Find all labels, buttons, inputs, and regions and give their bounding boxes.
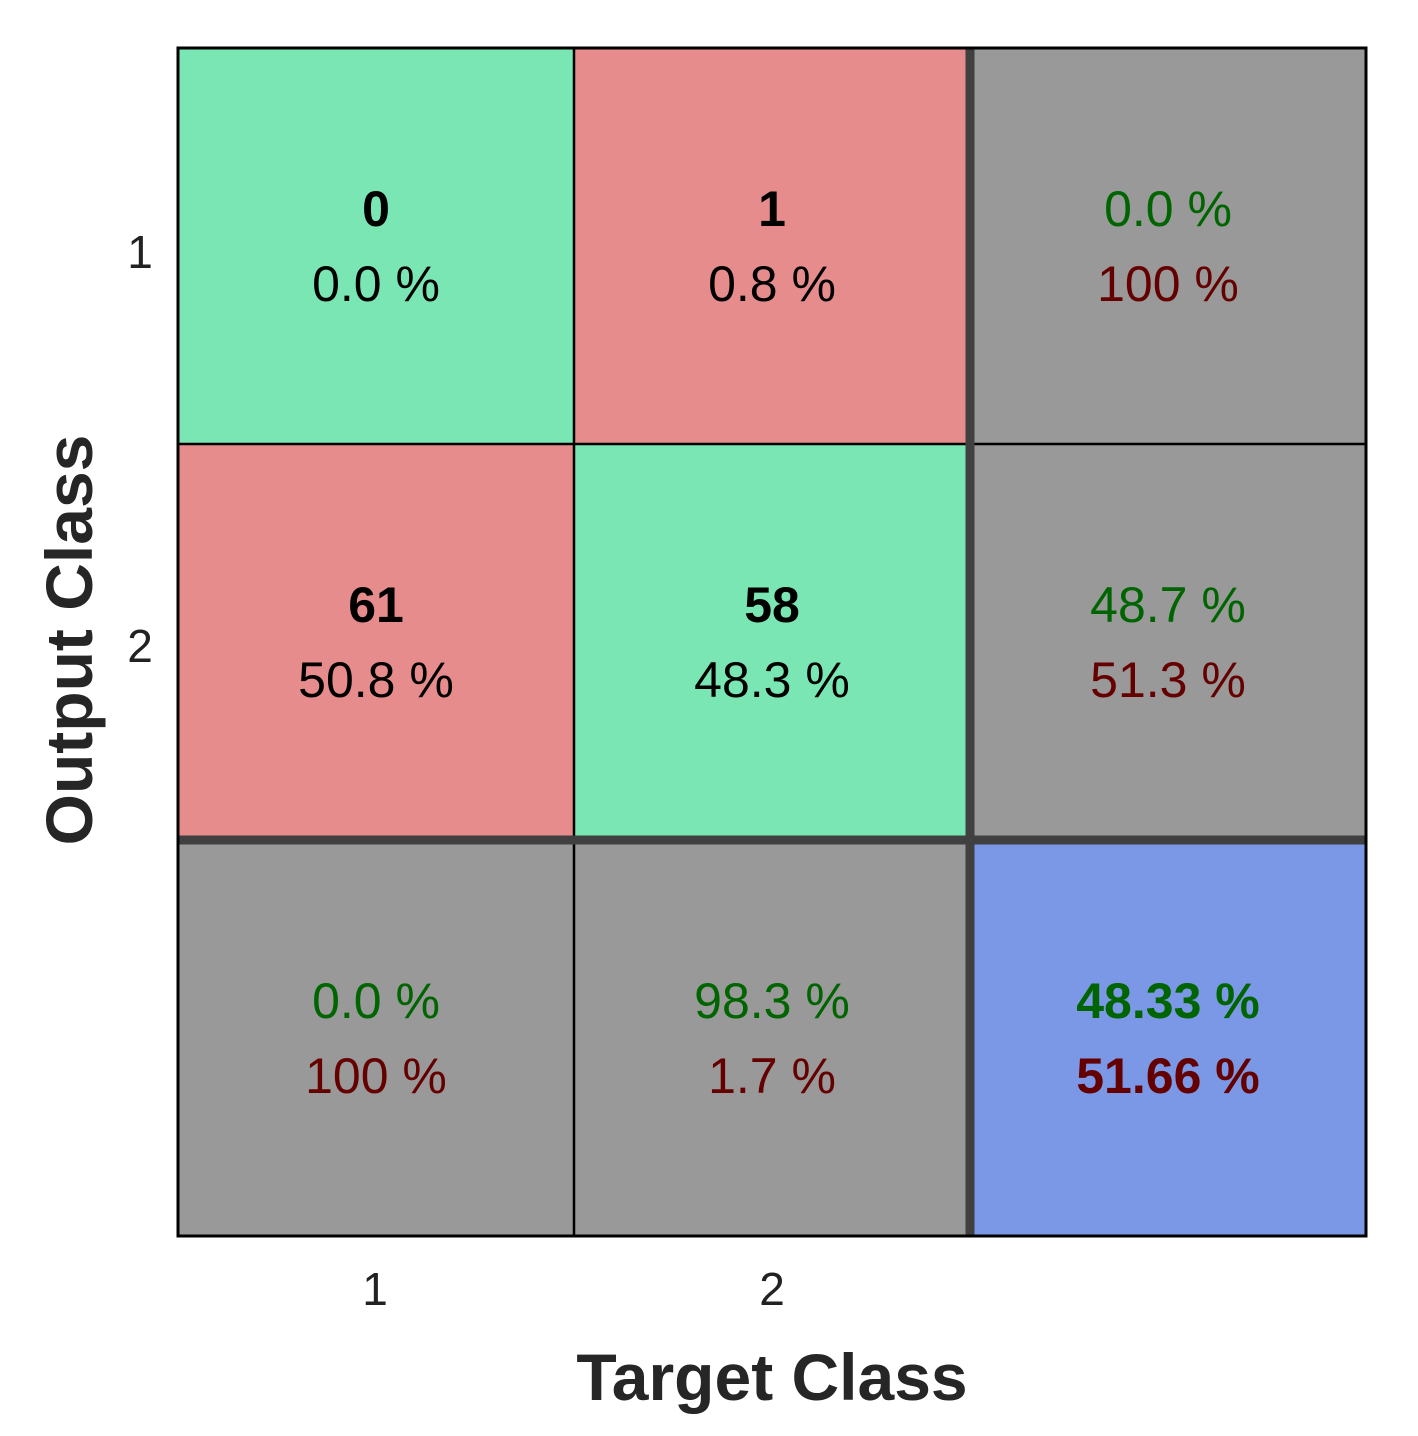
y-tick-2: 2 [127,620,153,672]
cell-percent-r2-c2: 48.3 % [694,652,850,708]
cell-count-r2-c2: 58 [744,577,800,633]
cell-labels: 0 0.0 % 1 0.8 % 0.0 % 100 % 61 50.8 % 58 48.3 % 48… [298,181,1260,1104]
row-summary-incorrect-2: 51.3 % [1090,652,1246,708]
column-summary-incorrect-1: 100 % [305,1048,447,1104]
cell-r1-c3 [970,48,1366,444]
cell-r2-c1 [178,444,574,840]
matrix-cells [178,48,1366,1236]
grid-lines [176,46,1368,1238]
row-summary-correct-2: 48.7 % [1090,577,1246,633]
cell-r2-c2 [574,444,970,840]
cell-r2-c3 [970,444,1366,840]
cell-percent-r2-c1: 50.8 % [298,652,454,708]
overall-incorrect: 51.66 % [1076,1048,1259,1104]
cell-r1-c2 [574,48,970,444]
y-axis-label: Output Class [32,435,106,846]
x-tick-2: 2 [759,1263,785,1315]
column-summary-incorrect-2: 1.7 % [708,1048,836,1104]
x-axis-label: Target Class [576,1340,967,1414]
cell-r3-c3 [970,840,1366,1236]
x-tick-1: 1 [362,1263,388,1315]
matrix-border [176,46,1368,1238]
cell-count-r1-c2: 1 [758,181,786,237]
y-tick-1: 1 [127,226,153,278]
cell-r3-c2 [574,840,970,1236]
cell-percent-r1-c1: 0.0 % [312,256,440,312]
cell-r1-c1 [178,48,574,444]
column-summary-correct-1: 0.0 % [312,973,440,1029]
cell-percent-r1-c2: 0.8 % [708,256,836,312]
cell-r3-c1 [178,840,574,1236]
cell-count-r2-c1: 61 [348,577,404,633]
column-summary-correct-2: 98.3 % [694,973,850,1029]
row-summary-correct-1: 0.0 % [1104,181,1232,237]
cell-count-r1-c1: 0 [362,181,390,237]
row-summary-incorrect-1: 100 % [1097,256,1239,312]
overall-correct: 48.33 % [1076,973,1259,1029]
